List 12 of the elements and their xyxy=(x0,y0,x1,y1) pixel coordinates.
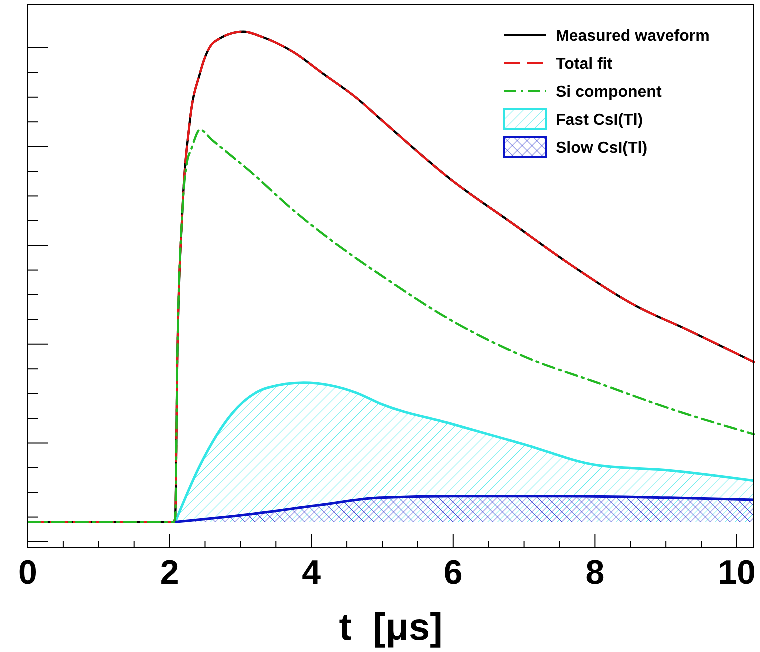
legend-label: Si component xyxy=(556,84,662,101)
x-tick-label: 2 xyxy=(160,554,180,592)
legend-label: Slow CsI(Tl) xyxy=(556,140,648,157)
x-tick-label: 4 xyxy=(302,554,322,592)
legend-label: Fast CsI(Tl) xyxy=(556,112,644,129)
x-tick-label: 10 xyxy=(718,554,756,592)
legend-label: Measured waveform xyxy=(556,28,710,45)
x-tick-label: 8 xyxy=(586,554,605,592)
legend-label: Total fit xyxy=(556,56,614,73)
x-axis-title: t [μs] xyxy=(339,607,443,649)
x-tick-label: 0 xyxy=(18,554,38,592)
x-tick-label: 6 xyxy=(444,554,463,592)
